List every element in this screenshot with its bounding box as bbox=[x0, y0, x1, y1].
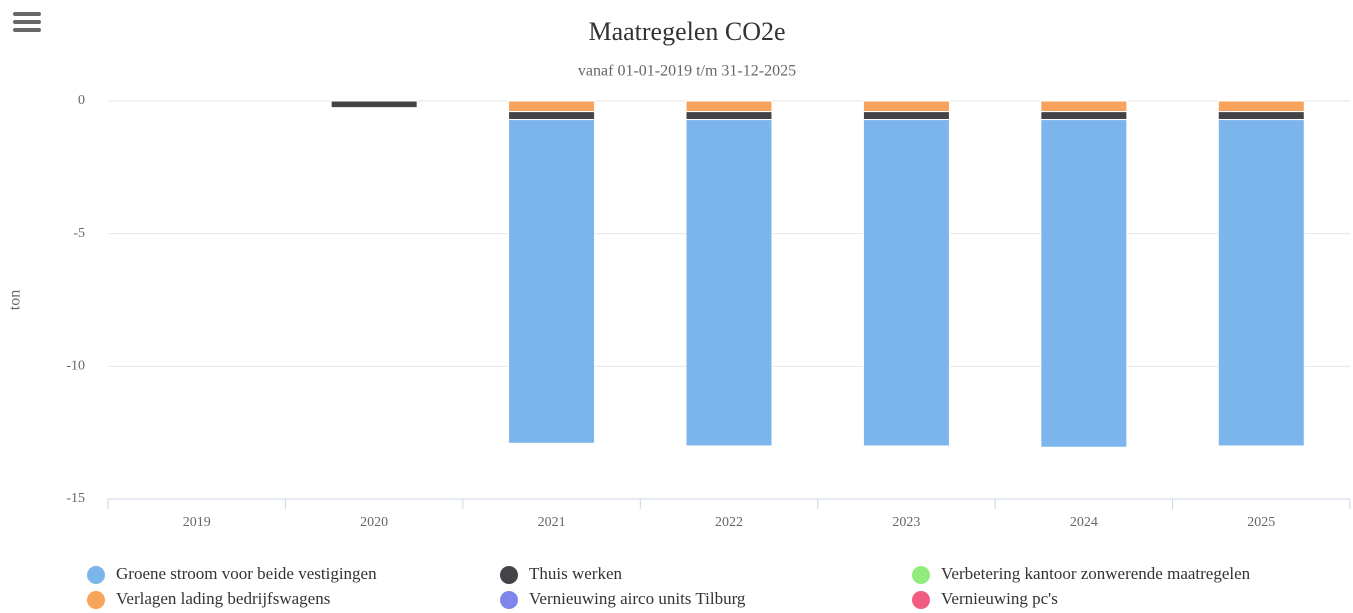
legend-symbol bbox=[87, 591, 105, 609]
x-tick-label: 2023 bbox=[892, 515, 920, 530]
y-tick-label: 0 bbox=[78, 93, 85, 108]
bar-segment bbox=[685, 111, 773, 121]
chart-title: Maatregelen CO2e bbox=[588, 17, 785, 46]
legend-label[interactable]: Groene stroom voor beide vestigingen bbox=[116, 564, 377, 583]
bar-segment bbox=[1040, 119, 1128, 448]
y-tick-label: -5 bbox=[73, 226, 85, 241]
bar-segment bbox=[330, 100, 418, 109]
x-tick-label: 2024 bbox=[1070, 515, 1098, 530]
legend-label[interactable]: Thuis werken bbox=[529, 564, 623, 583]
legend-label[interactable]: Verbetering kantoor zonwerende maatregel… bbox=[941, 564, 1251, 583]
bar-segment bbox=[508, 100, 596, 113]
legend-label[interactable]: Vernieuwing airco units Tilburg bbox=[529, 589, 746, 608]
x-tick-label: 2025 bbox=[1247, 515, 1275, 530]
x-tick-label: 2020 bbox=[360, 515, 388, 530]
bar-segment bbox=[862, 119, 950, 447]
legend-symbol bbox=[912, 591, 930, 609]
x-tick-label: 2021 bbox=[538, 515, 566, 530]
y-tick-label: -10 bbox=[66, 359, 85, 374]
x-tick-label: 2022 bbox=[715, 515, 743, 530]
legend-symbol bbox=[500, 566, 518, 584]
bar-segment bbox=[685, 100, 773, 113]
menu-icon[interactable] bbox=[13, 12, 41, 32]
y-tick-label: -15 bbox=[66, 491, 85, 506]
bar-segment bbox=[1040, 100, 1128, 113]
bar-segment bbox=[1217, 100, 1305, 113]
legend-label[interactable]: Verlagen lading bedrijfswagens bbox=[116, 589, 330, 608]
x-tick-label: 2019 bbox=[183, 515, 211, 530]
legend-symbol bbox=[500, 591, 518, 609]
bar-segment bbox=[1217, 111, 1305, 121]
legend-label[interactable]: Vernieuwing pc's bbox=[941, 589, 1058, 608]
bar-segment bbox=[862, 100, 950, 113]
legend-symbol bbox=[87, 566, 105, 584]
bar-segment bbox=[508, 111, 596, 121]
bar-segment bbox=[685, 119, 773, 447]
y-axis-label: ton bbox=[7, 290, 24, 310]
legend-symbol bbox=[912, 566, 930, 584]
bar-segment bbox=[1040, 111, 1128, 121]
bar-segment bbox=[862, 111, 950, 121]
bar-segment bbox=[1217, 119, 1305, 447]
bar-segment bbox=[508, 119, 596, 444]
chart-subtitle: vanaf 01-01-2019 t/m 31-12-2025 bbox=[578, 63, 796, 80]
